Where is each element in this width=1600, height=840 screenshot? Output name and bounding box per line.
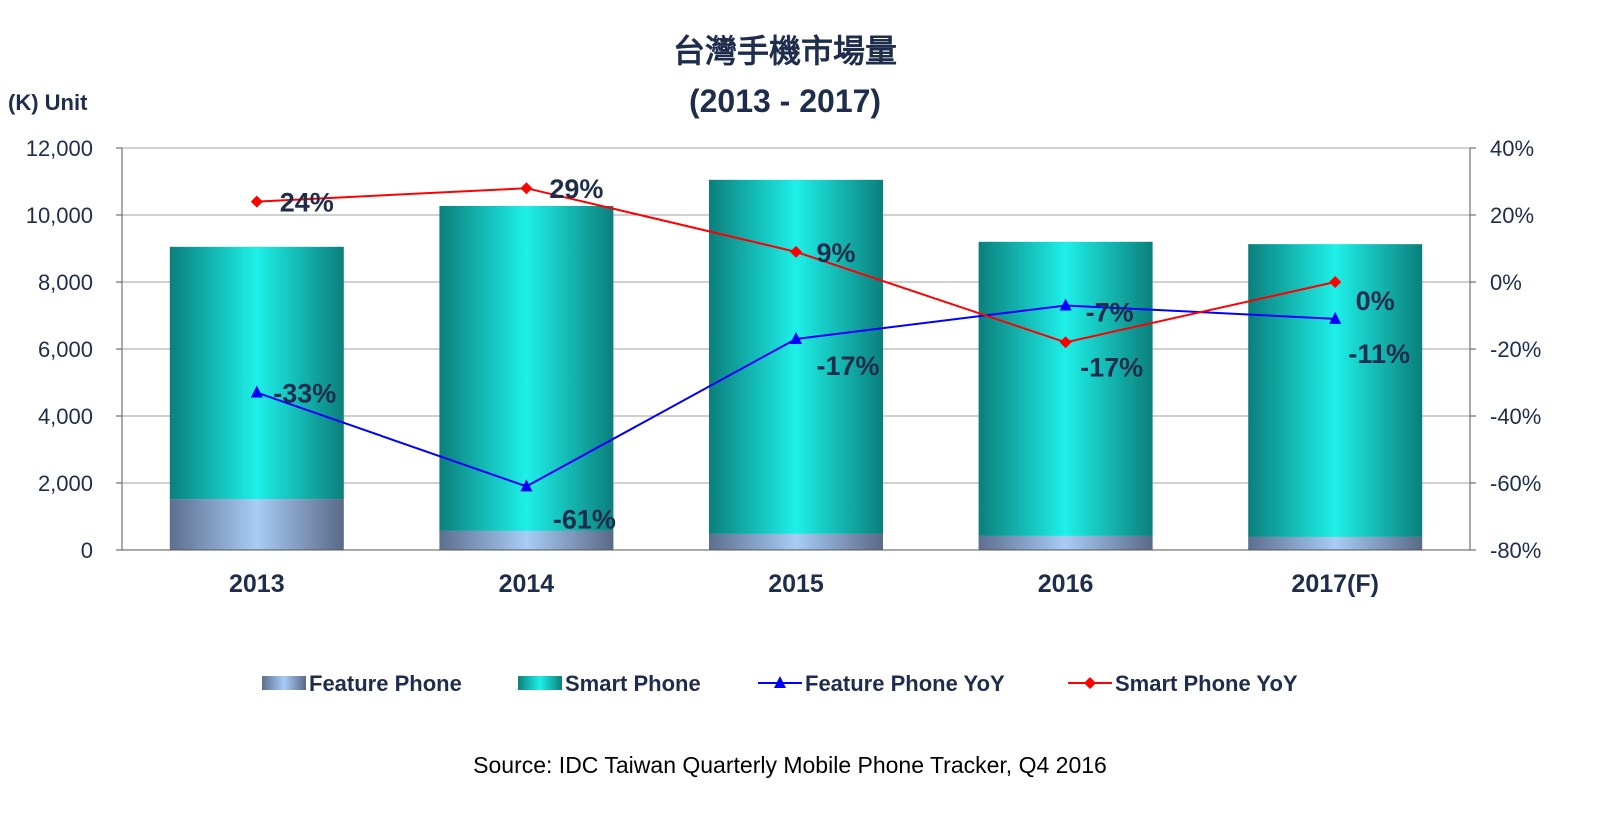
x-tick-label: 2016 (1038, 570, 1094, 598)
bar-smart-phone (169, 246, 344, 500)
data-label: -17% (1080, 352, 1143, 382)
legend-swatch (518, 676, 562, 690)
legend-label: Smart Phone (565, 671, 701, 696)
legend-marker (774, 676, 786, 688)
bar-feature-phone (709, 533, 883, 550)
y-tick-label: 2,000 (38, 471, 93, 496)
bar-smart-phone (439, 205, 614, 531)
data-label: 29% (549, 174, 603, 204)
x-tick-label: 2014 (499, 570, 555, 598)
marker-smart-phone-yoy (790, 245, 802, 258)
x-tick-label: 2017(F) (1291, 570, 1379, 598)
data-label: -33% (273, 379, 336, 409)
y-tick-label: 0 (81, 538, 93, 563)
legend-label: Feature Phone (309, 671, 462, 696)
legend-label: Smart Phone YoY (1115, 671, 1298, 696)
marker-feature-phone-yoy (250, 385, 263, 398)
bar-smart-phone (978, 241, 1153, 536)
y2-tick-label: -20% (1490, 337, 1541, 362)
marker-feature-phone-yoy (790, 331, 802, 344)
y2-tick-label: 20% (1490, 203, 1534, 228)
marker-smart-phone-yoy (1059, 336, 1072, 349)
y-tick-label: 8,000 (38, 270, 93, 295)
bar-smart-phone (1248, 244, 1423, 537)
y2-tick-label: 40% (1490, 136, 1534, 161)
y-tick-label: 12,000 (26, 136, 93, 161)
x-tick-label: 2015 (768, 570, 824, 598)
marker-smart-phone-yoy (520, 182, 533, 195)
y-tick-label: 6,000 (38, 337, 93, 362)
data-label: -61% (553, 504, 616, 534)
data-label: 24% (280, 188, 334, 218)
legend-marker (1084, 677, 1096, 689)
chart-title: 台灣手機市場量 (673, 33, 897, 69)
marker-feature-phone-yoy (1059, 298, 1072, 311)
bar-feature-phone (1248, 536, 1423, 550)
bar-feature-phone (439, 530, 614, 550)
data-label: -7% (1086, 297, 1134, 327)
marker-smart-phone-yoy (250, 195, 263, 208)
y2-tick-label: -80% (1490, 538, 1541, 563)
y-tick-label: 4,000 (38, 404, 93, 429)
legend-label: Feature Phone YoY (805, 671, 1005, 696)
marker-feature-phone-yoy (1329, 311, 1342, 324)
data-label: -11% (1348, 339, 1410, 369)
bar-feature-phone (169, 499, 344, 550)
y-tick-label: 10,000 (26, 203, 93, 228)
chart-subtitle: (2013 - 2017) (689, 83, 881, 119)
y2-tick-label: 0% (1490, 270, 1522, 295)
y-axis-label: (K) Unit (8, 90, 88, 115)
x-tick-label: 2013 (229, 570, 285, 598)
marker-feature-phone-yoy (520, 479, 533, 492)
source-note: Source: IDC Taiwan Quarterly Mobile Phon… (473, 752, 1107, 778)
bar-feature-phone (978, 535, 1153, 550)
data-label: 9% (816, 238, 855, 268)
data-label: -17% (816, 351, 879, 381)
y2-tick-label: -40% (1490, 404, 1541, 429)
y2-tick-label: -60% (1490, 471, 1541, 496)
marker-smart-phone-yoy (1329, 276, 1342, 288)
legend-swatch (262, 676, 306, 690)
data-label: 0% (1356, 286, 1395, 316)
